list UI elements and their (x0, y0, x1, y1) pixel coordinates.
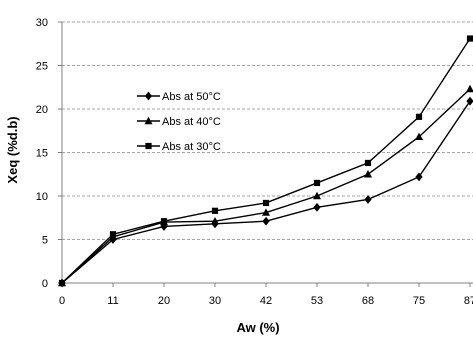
diamond-marker (364, 195, 372, 204)
square-marker (415, 113, 423, 120)
x-tick-label: 0 (59, 295, 65, 307)
series-line (61, 38, 471, 284)
y-tick-label: 25 (36, 61, 48, 73)
square-marker (364, 159, 372, 167)
triangle-marker (262, 208, 270, 216)
series-line (61, 100, 471, 284)
triangle-marker (415, 132, 423, 141)
square-marker (313, 179, 321, 187)
square-marker (58, 279, 66, 287)
diamond-marker (313, 202, 321, 212)
triangle-marker (313, 191, 321, 200)
x-tick-label: 20 (158, 295, 170, 307)
square-marker (109, 231, 117, 238)
grid-lines (62, 21, 473, 240)
axes (58, 21, 473, 287)
x-axis-title: Aw (%) (236, 320, 279, 335)
x-tick-label: 87 (464, 295, 473, 307)
x-tick-label: 75 (413, 295, 425, 307)
diamond-marker (466, 96, 473, 106)
diamond-marker (415, 172, 423, 182)
triangle-marker (211, 217, 219, 225)
legend-diamond-marker (144, 91, 153, 101)
square-marker (262, 199, 270, 207)
triangle-marker (466, 84, 473, 93)
y-tick-label: 30 (36, 17, 48, 29)
legend-label: Abs at 40°C (162, 116, 221, 128)
series-lines (58, 35, 473, 288)
y-tick-label: 20 (36, 104, 48, 116)
legend: Abs at 50°C Abs at 40°C Abs at 30°C (137, 91, 221, 153)
series-line (61, 88, 471, 284)
triangle-marker (364, 170, 372, 178)
x-tick-label: 11 (107, 295, 118, 307)
square-marker (466, 35, 473, 42)
y-tick-label: 0 (42, 278, 48, 290)
x-tick-label: 30 (209, 295, 221, 307)
x-tick-label: 42 (260, 295, 272, 307)
legend-square-marker (145, 142, 152, 150)
legend-label: Abs at 50°C (162, 91, 221, 103)
y-axis-title: Xeq (%d.b) (5, 116, 20, 183)
x-tick-label: 68 (362, 295, 374, 307)
square-marker (211, 207, 219, 214)
legend-triangle-marker (144, 116, 153, 125)
y-tick-label: 5 (42, 235, 48, 247)
diamond-marker (262, 216, 270, 226)
y-tick-label: 15 (36, 148, 48, 160)
x-tick-label: 53 (311, 295, 323, 307)
legend-label: Abs at 30°C (162, 141, 221, 153)
y-tick-labels: 0 5 10 15 20 25 30 (36, 17, 48, 290)
square-marker (160, 218, 168, 225)
y-tick-label: 10 (36, 191, 48, 203)
x-tick-labels: 0 11 20 30 42 53 68 75 87 (59, 295, 473, 307)
